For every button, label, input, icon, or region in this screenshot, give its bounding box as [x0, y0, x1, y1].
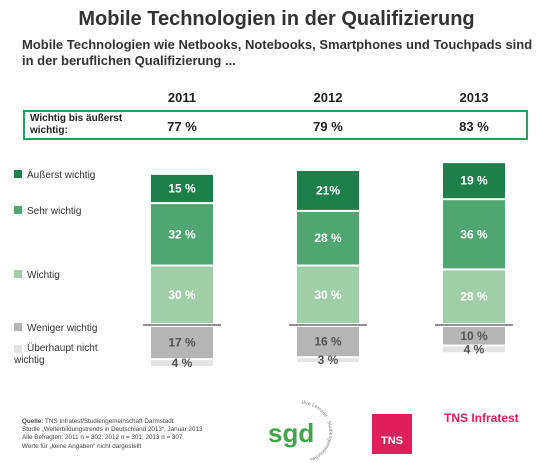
- bar-label-sehr-2012: 28 %: [314, 231, 342, 245]
- legend-swatch-aeusserst: [14, 170, 22, 178]
- legend-label-sehr: Sehr wichtig: [27, 206, 82, 217]
- year-header-2012: 2012: [313, 90, 343, 105]
- sgd-logo-wordmark: sgd: [268, 418, 314, 448]
- legend-item-weniger: Weniger wichtig: [14, 323, 97, 335]
- legend-swatch-sehr: [14, 206, 22, 214]
- bar-label-aeusserst-2012: 21%: [316, 183, 340, 197]
- tns-infratest-wordmark: TNS Infratest: [444, 411, 519, 425]
- year-header-2011: 2011: [167, 90, 197, 105]
- footnote-study: Studie „Weiterbildungstrends in Deutschl…: [22, 426, 203, 434]
- bar-label-wichtig-2012: 30 %: [314, 288, 342, 302]
- summary-value-2011: 77 %: [167, 119, 197, 134]
- bar-wichtig-2011: [151, 266, 213, 323]
- bar-label-ueberhaupt-2011: 4 %: [172, 356, 193, 370]
- bar-aeusserst-2012: [297, 170, 359, 210]
- summary-value-2013: 83 %: [459, 119, 489, 134]
- legend-swatch-ueberhaupt: [14, 345, 22, 353]
- legend-item-sehr: Sehr wichtig: [14, 206, 81, 218]
- bar-aeusserst-2013: [443, 163, 505, 199]
- legend-label-weniger: Weniger wichtig: [27, 323, 98, 334]
- bar-label-sehr-2011: 32 %: [168, 227, 196, 241]
- legend-label-wichtig: Wichtig: [27, 270, 60, 281]
- legend-label-ueberhaupt: Überhaupt nicht wichtig: [14, 343, 98, 366]
- bar-label-weniger-2011: 17 %: [168, 336, 196, 350]
- bar-label-aeusserst-2013: 19 %: [460, 174, 488, 188]
- bar-ueberhaupt-2012: [297, 358, 359, 363]
- bar-ueberhaupt-2013: [443, 346, 505, 353]
- legend-label-aeusserst: Äußerst wichtig: [27, 170, 96, 181]
- legend-item-wichtig: Wichtig: [14, 270, 60, 282]
- footnote-sample: Alle Befragten: 2011 n = 302; 2012 n = 3…: [22, 434, 183, 442]
- bar-label-ueberhaupt-2012: 3 %: [318, 353, 339, 367]
- summary-box: [23, 110, 528, 140]
- footnote-source-text: TNS Infratest/Studiengemeinschaft Darmst…: [45, 418, 174, 425]
- footnote: Quelle: TNS Infratest/Studiengemeinschaf…: [22, 418, 272, 451]
- bar-label-weniger-2012: 16 %: [314, 335, 342, 349]
- bar-weniger-2012: [297, 327, 359, 357]
- legend-swatch-weniger: [14, 323, 22, 331]
- bar-label-weniger-2013: 10 %: [460, 329, 488, 343]
- tns-logo-box: TNS: [372, 414, 412, 454]
- bar-aeusserst-2011: [151, 174, 213, 203]
- bar-weniger-2011: [151, 327, 213, 359]
- footnote-source-label: Quelle:: [22, 418, 44, 425]
- year-header-2013: 2013: [459, 90, 489, 105]
- footnote-note: Werte für „keine Angaben“ nicht dargeste…: [22, 442, 142, 450]
- summary-label: Wichtig bis äußerst wichtig:: [30, 113, 123, 136]
- bar-wichtig-2013: [443, 270, 505, 323]
- bar-sehr-2013: [443, 200, 505, 269]
- bar-label-aeusserst-2011: 15 %: [168, 181, 196, 195]
- legend-item-aeusserst: Äußerst wichtig: [14, 170, 95, 182]
- summary-value-2012: 79 %: [313, 119, 343, 134]
- bar-weniger-2013: [443, 327, 505, 345]
- bar-wichtig-2012: [297, 266, 359, 323]
- bar-label-wichtig-2013: 28 %: [460, 290, 488, 304]
- tns-logo-text: TNS: [381, 435, 403, 447]
- chart-title: Mobile Technologien in der Qualifizierun…: [78, 8, 475, 30]
- chart-subtitle: Mobile Technologien wie Netbooks, Notebo…: [22, 37, 533, 68]
- bar-sehr-2011: [151, 204, 213, 265]
- bar-label-sehr-2013: 36 %: [460, 227, 488, 241]
- bar-label-wichtig-2011: 30 %: [168, 288, 196, 302]
- bar-ueberhaupt-2011: [151, 360, 213, 366]
- sgd-logo: Ihre Lernzeit · Studiengemeinschaft sgd: [268, 400, 333, 460]
- legend-swatch-wichtig: [14, 270, 22, 278]
- bar-label-ueberhaupt-2013: 4 %: [464, 342, 485, 356]
- bar-sehr-2012: [297, 211, 359, 265]
- legend-item-ueberhaupt: Überhaupt nicht wichtig: [14, 343, 114, 367]
